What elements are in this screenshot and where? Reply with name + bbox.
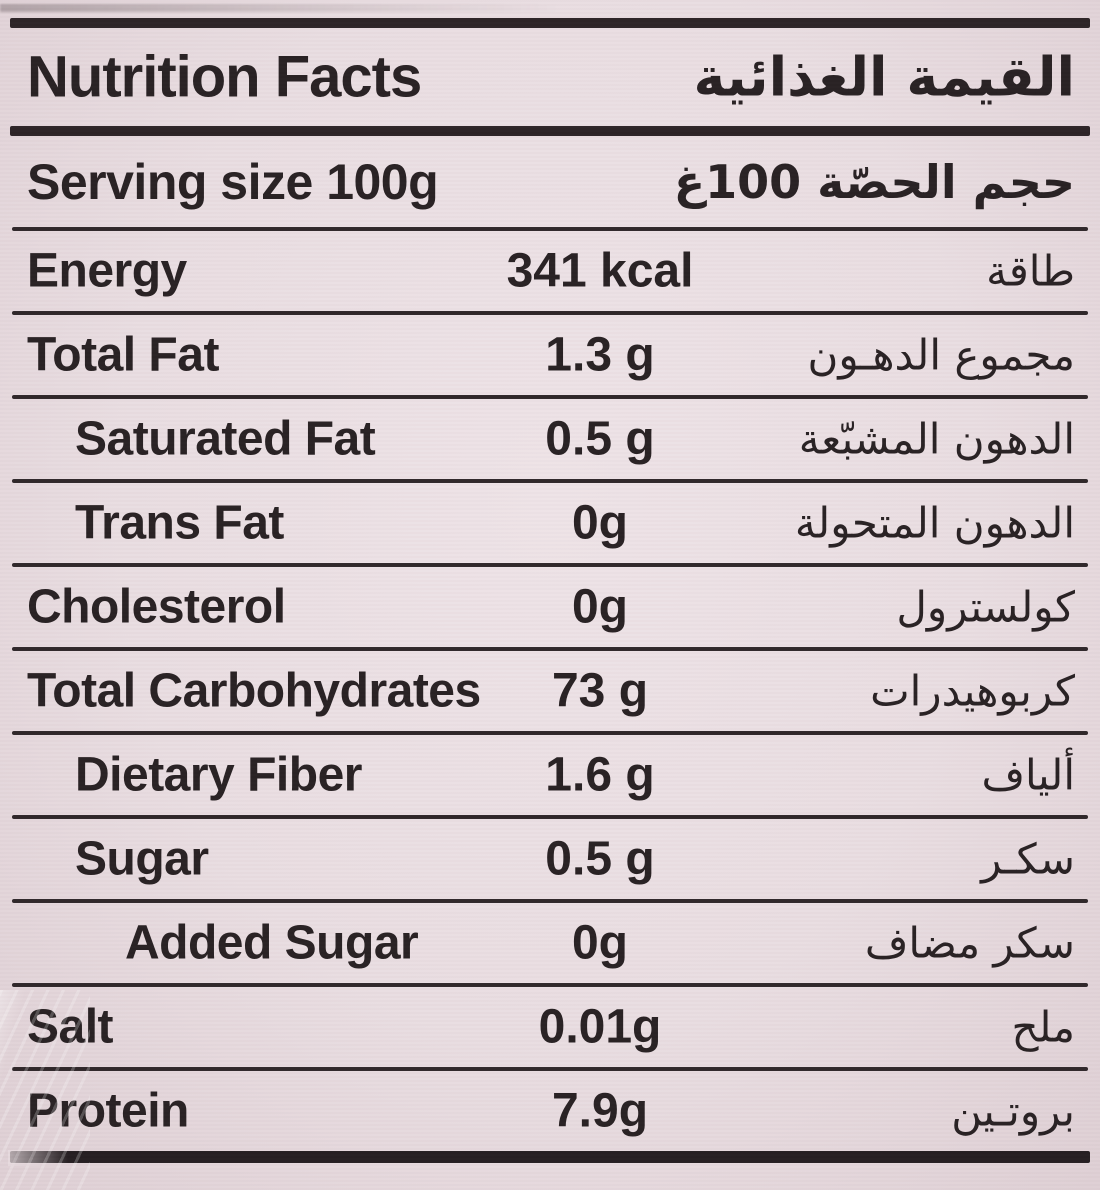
header-row: Nutrition Facts القيمة الغذائية — [0, 28, 1100, 126]
header-divider-rule — [10, 126, 1090, 136]
table-row: Added Sugar 0g سكر مضاف — [0, 903, 1100, 983]
nutrient-value: 7.9g — [551, 1084, 649, 1138]
table-row: Energy 341 kcal طاقة — [0, 231, 1100, 311]
row-divider-rule — [12, 983, 1088, 987]
row-divider-rule — [12, 731, 1088, 735]
table-row: Protein 7.9g بروتـين — [0, 1071, 1100, 1151]
nutrient-value: 0.01g — [538, 1000, 662, 1054]
nutrient-value: 73 g — [551, 664, 649, 718]
nutrient-label: Trans Fat — [75, 496, 284, 550]
row-divider-rule — [12, 479, 1088, 483]
nutrient-label-arabic: سكر مضاف — [864, 918, 1075, 968]
table-row: Salt 0.01g ملح — [0, 987, 1100, 1067]
nutrient-value: 1.6 g — [545, 748, 655, 802]
nutrient-value: 0.5 g — [545, 412, 655, 466]
nutrient-label: Sugar — [75, 832, 209, 886]
label-content: Nutrition Facts القيمة الغذائية Serving … — [0, 18, 1100, 1163]
nutrient-value: 0g — [571, 916, 628, 970]
nutrient-label: Protein — [27, 1084, 189, 1138]
nutrient-label: Total Fat — [27, 328, 219, 382]
nutrient-label: Salt — [27, 1000, 114, 1054]
nutrient-label-arabic: مجموع الدهـون — [807, 330, 1075, 380]
table-row: Trans Fat 0g الدهون المتحولة — [0, 483, 1100, 563]
table-row: Saturated Fat 0.5 g الدهون المشبّعة — [0, 399, 1100, 479]
top-border-rule — [10, 18, 1090, 28]
nutrient-label: Cholesterol — [27, 580, 286, 634]
nutrient-label-arabic: ملح — [1011, 1002, 1075, 1052]
nutrient-label: Saturated Fat — [75, 412, 376, 466]
serving-size-row: Serving size 100g حجم الحصّة 100غ — [0, 136, 1100, 227]
rows-container: Energy 341 kcal طاقة Total Fat 1.3 g مجم… — [0, 227, 1100, 1151]
nutrient-label: Total Carbohydrates — [27, 664, 481, 718]
row-divider-rule — [12, 563, 1088, 567]
nutrient-label-arabic: كولسترول — [896, 582, 1075, 632]
row-divider-rule — [12, 899, 1088, 903]
nutrient-label-arabic: كربوهيدرات — [870, 666, 1075, 716]
nutrient-label-arabic: ألياف — [981, 750, 1075, 800]
row-divider-rule — [12, 311, 1088, 315]
nutrient-label-arabic: طاقة — [986, 246, 1075, 296]
table-row: Cholesterol 0g كولسترول — [0, 567, 1100, 647]
row-divider-rule — [12, 1067, 1088, 1071]
nutrient-label-arabic: الدهون المشبّعة — [798, 414, 1075, 464]
nutrient-value: 0.5 g — [545, 832, 655, 886]
row-divider-rule — [12, 395, 1088, 399]
row-divider-rule — [12, 647, 1088, 651]
page-title: Nutrition Facts — [27, 44, 422, 110]
nutrient-label-arabic: سكـر — [981, 834, 1075, 884]
table-row: Total Fat 1.3 g مجموع الدهـون — [0, 315, 1100, 395]
nutrient-label-arabic: بروتـين — [951, 1086, 1075, 1136]
nutrient-value: 1.3 g — [545, 328, 655, 382]
nutrient-label-arabic: الدهون المتحولة — [794, 498, 1075, 548]
nutrient-value: 341 kcal — [506, 244, 694, 298]
table-row: Total Carbohydrates 73 g كربوهيدرات — [0, 651, 1100, 731]
serving-size-label-arabic: حجم الحصّة 100غ — [673, 154, 1075, 209]
nutrient-value: 0g — [571, 580, 628, 634]
nutrient-label: Energy — [27, 244, 187, 298]
row-divider-rule — [12, 815, 1088, 819]
nutrient-value: 0g — [571, 496, 628, 550]
nutrient-label: Added Sugar — [125, 916, 419, 970]
page-title-arabic: القيمة الغذائية — [693, 45, 1075, 109]
row-divider-rule — [12, 227, 1088, 231]
serving-size-label: Serving size 100g — [27, 153, 439, 210]
table-row: Sugar 0.5 g سكـر — [0, 819, 1100, 899]
bottom-border-rule — [10, 1151, 1090, 1163]
nutrient-label: Dietary Fiber — [75, 748, 362, 802]
table-row: Dietary Fiber 1.6 g ألياف — [0, 735, 1100, 815]
